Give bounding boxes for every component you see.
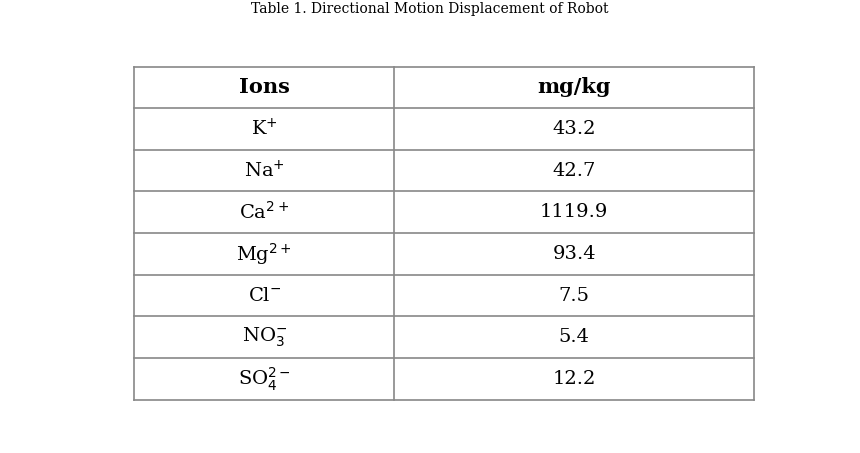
Text: Table 1. Directional Motion Displacement of Robot: Table 1. Directional Motion Displacement… xyxy=(251,2,609,16)
Text: Na$^{+}$: Na$^{+}$ xyxy=(244,160,285,181)
Text: 42.7: 42.7 xyxy=(553,162,596,180)
Text: 7.5: 7.5 xyxy=(559,287,590,304)
Text: Ca$^{2+}$: Ca$^{2+}$ xyxy=(239,201,289,223)
Text: NO$_{3}^{-}$: NO$_{3}^{-}$ xyxy=(242,325,287,349)
Text: 1119.9: 1119.9 xyxy=(540,203,608,222)
Text: Mg$^{2+}$: Mg$^{2+}$ xyxy=(237,241,292,267)
Text: 93.4: 93.4 xyxy=(552,245,596,263)
Text: 12.2: 12.2 xyxy=(553,370,596,388)
Text: mg/kg: mg/kg xyxy=(538,77,611,97)
Text: Cl$^{-}$: Cl$^{-}$ xyxy=(248,287,281,304)
Text: Ions: Ions xyxy=(239,77,290,97)
Text: K$^{+}$: K$^{+}$ xyxy=(251,118,278,140)
Text: SO$_{4}^{2-}$: SO$_{4}^{2-}$ xyxy=(238,365,291,393)
Text: 43.2: 43.2 xyxy=(552,120,596,138)
Text: 5.4: 5.4 xyxy=(559,328,590,346)
